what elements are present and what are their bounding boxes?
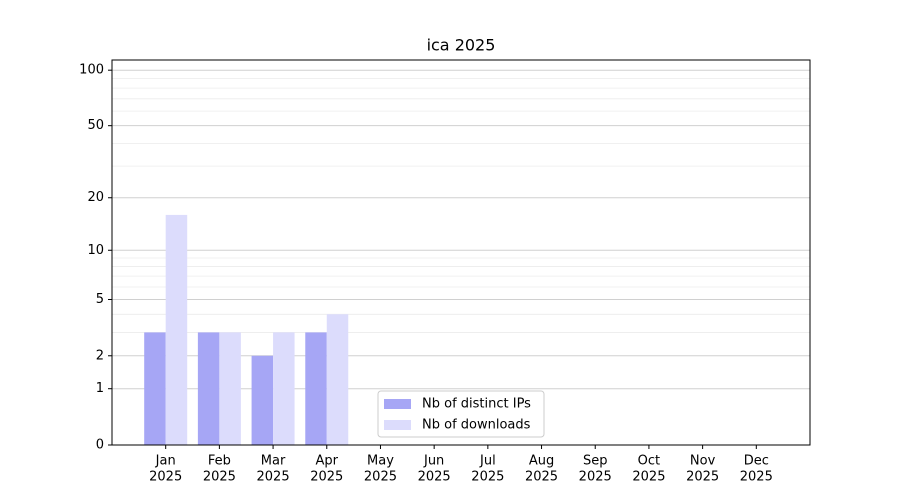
y-tick-label: 1	[96, 381, 104, 396]
bar	[165, 214, 188, 445]
x-tick-label: May	[367, 454, 394, 469]
x-tick-label: 2025	[740, 470, 773, 485]
x-tick-label: Apr	[316, 454, 339, 469]
x-tick-label: 2025	[579, 470, 612, 485]
y-tick-label: 20	[87, 190, 104, 205]
bar	[251, 355, 274, 445]
x-tick-label: 2025	[149, 470, 182, 485]
bar	[273, 332, 295, 445]
x-tick-label: 2025	[257, 470, 290, 485]
legend-box	[377, 390, 545, 438]
x-tick-label: Oct	[638, 454, 660, 469]
x-tick-label: Jan	[155, 454, 176, 469]
legend-swatch	[384, 399, 411, 409]
x-tick-label: Jul	[479, 454, 496, 469]
legend-label: Nb of distinct IPs	[422, 397, 531, 412]
bar	[305, 332, 327, 445]
bar	[197, 332, 220, 445]
bar	[326, 314, 349, 445]
x-tick-label: 2025	[418, 470, 451, 485]
x-tick-label: 2025	[686, 470, 719, 485]
plot-frame	[111, 59, 811, 446]
x-tick-label: 2025	[310, 470, 343, 485]
x-tick-label: 2025	[632, 470, 665, 485]
x-tick-label: Jun	[423, 454, 444, 469]
y-tick-label: 5	[96, 292, 104, 307]
x-tick-label: Nov	[690, 454, 716, 469]
x-tick-label: 2025	[471, 470, 504, 485]
x-tick-label: 2025	[364, 470, 397, 485]
y-tick-label: 50	[87, 118, 104, 133]
y-tick-label: 2	[96, 348, 104, 363]
x-tick-label: Mar	[261, 454, 286, 469]
y-tick-label: 0	[96, 438, 104, 453]
x-tick-label: Sep	[583, 454, 608, 469]
bar	[219, 332, 241, 445]
x-tick-label: Dec	[744, 454, 769, 469]
x-tick-label: Feb	[208, 454, 231, 469]
y-tick-label: 100	[79, 63, 104, 78]
x-tick-label: 2025	[525, 470, 558, 485]
bar	[144, 332, 166, 445]
x-tick-label: Aug	[529, 454, 554, 469]
legend-label: Nb of downloads	[422, 418, 531, 433]
x-tick-label: 2025	[203, 470, 236, 485]
y-tick-label: 10	[87, 243, 104, 258]
legend-swatch	[384, 420, 411, 430]
chart-title: ica 2025	[427, 36, 496, 55]
